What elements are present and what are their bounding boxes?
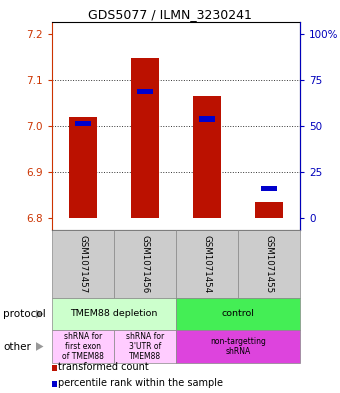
Text: control: control: [222, 310, 254, 318]
Text: GSM1071456: GSM1071456: [140, 235, 150, 293]
Bar: [261, 185, 277, 191]
Text: percentile rank within the sample: percentile rank within the sample: [58, 378, 223, 387]
Bar: [131, 58, 159, 219]
Bar: [75, 121, 91, 127]
Bar: [255, 202, 283, 219]
Text: other: other: [3, 342, 31, 351]
Text: shRNA for
3'UTR of
TMEM88: shRNA for 3'UTR of TMEM88: [126, 332, 164, 362]
Text: GSM1071457: GSM1071457: [79, 235, 87, 293]
Text: GSM1071455: GSM1071455: [265, 235, 273, 293]
Text: shRNA for
first exon
of TMEM88: shRNA for first exon of TMEM88: [62, 332, 104, 362]
Text: protocol: protocol: [3, 309, 46, 319]
Bar: [193, 96, 221, 219]
Bar: [199, 116, 215, 122]
Text: TMEM88 depletion: TMEM88 depletion: [70, 310, 158, 318]
Text: GSM1071454: GSM1071454: [203, 235, 211, 293]
Text: transformed count: transformed count: [58, 362, 149, 372]
Bar: [69, 117, 97, 219]
Bar: [137, 88, 153, 94]
Text: GDS5077 / ILMN_3230241: GDS5077 / ILMN_3230241: [88, 8, 252, 21]
Text: non-targetting
shRNA: non-targetting shRNA: [210, 337, 266, 356]
